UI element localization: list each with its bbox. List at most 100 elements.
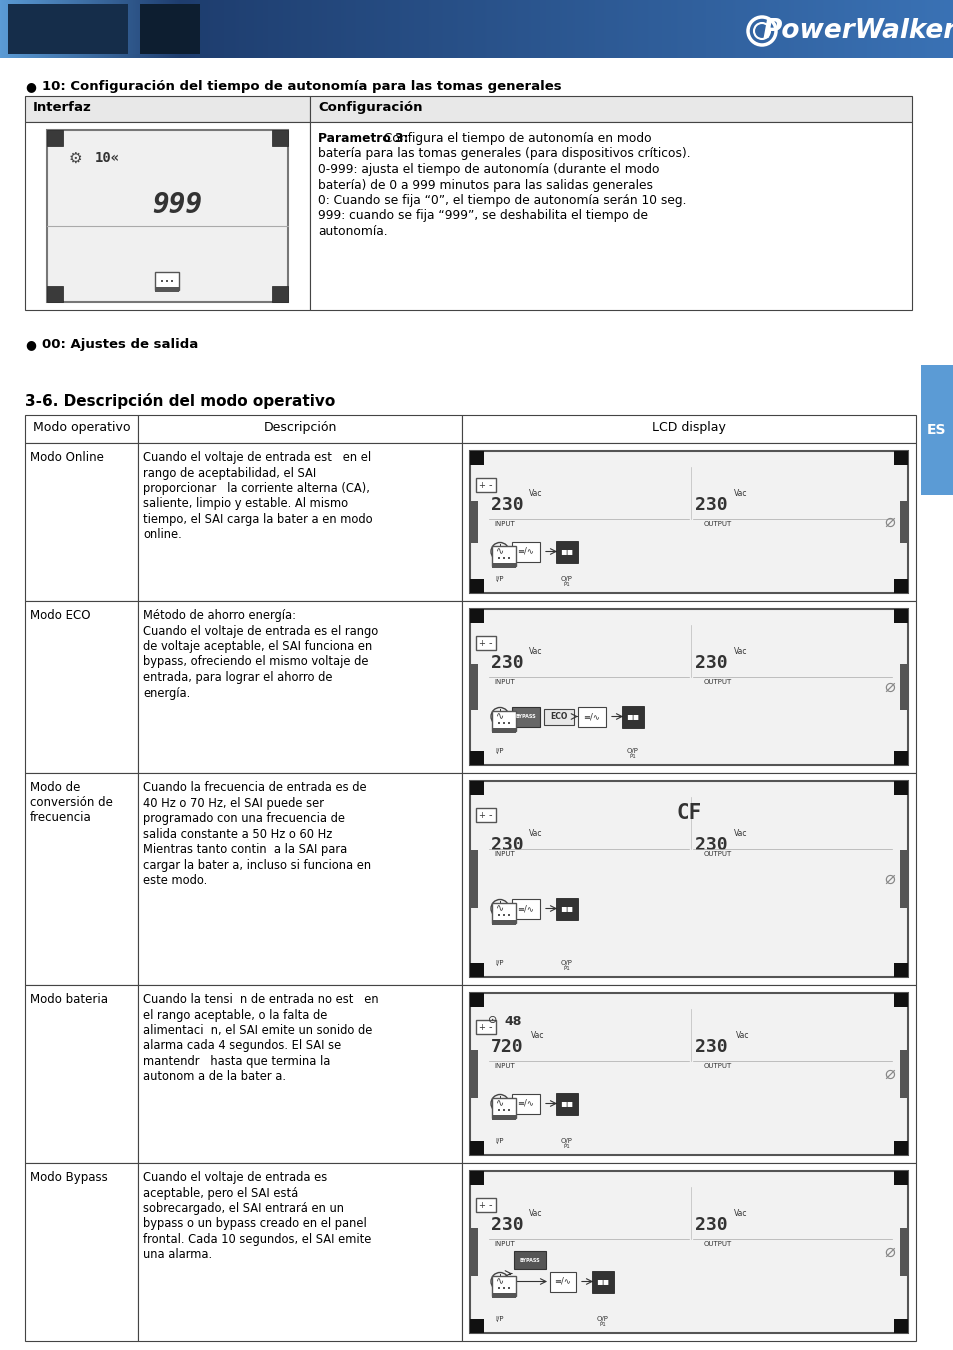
Bar (33, 0, 34, 58)
Bar (199, 0, 200, 58)
Bar (820, 0, 821, 58)
Bar (806, 0, 807, 58)
Bar (510, 0, 511, 58)
Bar (355, 0, 356, 58)
Bar (418, 0, 419, 58)
Text: salida constante a 50 Hz o 60 Hz: salida constante a 50 Hz o 60 Hz (143, 828, 332, 841)
Bar (18, 0, 19, 58)
Bar (236, 0, 237, 58)
Bar (272, 286, 288, 302)
Bar (185, 0, 186, 58)
Bar (28, 0, 29, 58)
Bar (482, 0, 483, 58)
Bar (19, 0, 20, 58)
Bar (709, 0, 710, 58)
Bar (471, 0, 472, 58)
Bar (104, 0, 105, 58)
Bar (644, 0, 645, 58)
Bar (172, 279, 173, 282)
Bar (168, 0, 169, 58)
Bar (378, 0, 379, 58)
Bar (948, 0, 949, 58)
Bar (365, 0, 366, 58)
Bar (475, 0, 476, 58)
Bar (175, 0, 177, 58)
Bar (212, 0, 213, 58)
Bar (807, 0, 808, 58)
Bar (713, 0, 714, 58)
Bar (86, 0, 87, 58)
Bar (435, 0, 436, 58)
Bar (391, 0, 392, 58)
Bar (179, 0, 180, 58)
Bar (723, 0, 724, 58)
Bar (131, 0, 132, 58)
Bar (65, 0, 66, 58)
Bar (492, 728, 516, 733)
Bar (152, 0, 153, 58)
Bar (470, 782, 483, 795)
Bar (266, 0, 267, 58)
Bar (583, 0, 584, 58)
Bar (811, 0, 812, 58)
Bar (678, 0, 679, 58)
Bar (377, 0, 378, 58)
Bar (16, 0, 17, 58)
Text: I/P: I/P (496, 1316, 504, 1322)
Bar (353, 0, 354, 58)
Bar (565, 0, 566, 58)
Bar (299, 0, 301, 58)
Bar (207, 0, 208, 58)
Bar (262, 0, 263, 58)
Bar (210, 0, 211, 58)
Bar (701, 0, 702, 58)
Bar (239, 0, 240, 58)
Bar (225, 0, 226, 58)
Bar (763, 0, 764, 58)
Text: rango de aceptabilidad, el SAI: rango de aceptabilidad, el SAI (143, 467, 315, 479)
Bar (484, 0, 485, 58)
Bar (209, 0, 210, 58)
Bar (155, 288, 179, 292)
Bar (560, 0, 561, 58)
Bar (267, 0, 268, 58)
Bar (335, 0, 336, 58)
Bar (693, 0, 695, 58)
Bar (706, 0, 707, 58)
Bar (610, 0, 612, 58)
Bar (105, 0, 106, 58)
Bar (720, 0, 721, 58)
Bar (747, 0, 748, 58)
Bar (348, 0, 349, 58)
Text: Vac: Vac (733, 1208, 746, 1218)
Text: una alarma.: una alarma. (143, 1249, 212, 1261)
Bar (470, 1319, 483, 1332)
Text: O/P: O/P (597, 1316, 608, 1322)
Bar (42, 0, 43, 58)
Bar (340, 0, 341, 58)
Bar (770, 0, 771, 58)
Text: Vac: Vac (529, 1208, 542, 1218)
Text: Vac: Vac (733, 489, 746, 498)
Bar (566, 0, 567, 58)
Bar (725, 0, 726, 58)
Bar (562, 0, 563, 58)
Bar (546, 0, 547, 58)
Bar (852, 0, 853, 58)
Bar (293, 0, 294, 58)
Bar (416, 0, 417, 58)
Bar (481, 0, 482, 58)
Bar (361, 0, 363, 58)
Bar (884, 0, 885, 58)
Bar (640, 0, 641, 58)
Bar (810, 0, 811, 58)
Text: batería) de 0 a 999 minutos para las salidas generales: batería) de 0 a 999 minutos para las sal… (317, 178, 652, 192)
Bar (393, 0, 394, 58)
Bar (363, 0, 364, 58)
Bar (283, 0, 284, 58)
Bar (868, 0, 869, 58)
Bar (772, 0, 773, 58)
Bar (453, 0, 454, 58)
Bar (492, 1098, 516, 1118)
Bar (281, 0, 282, 58)
